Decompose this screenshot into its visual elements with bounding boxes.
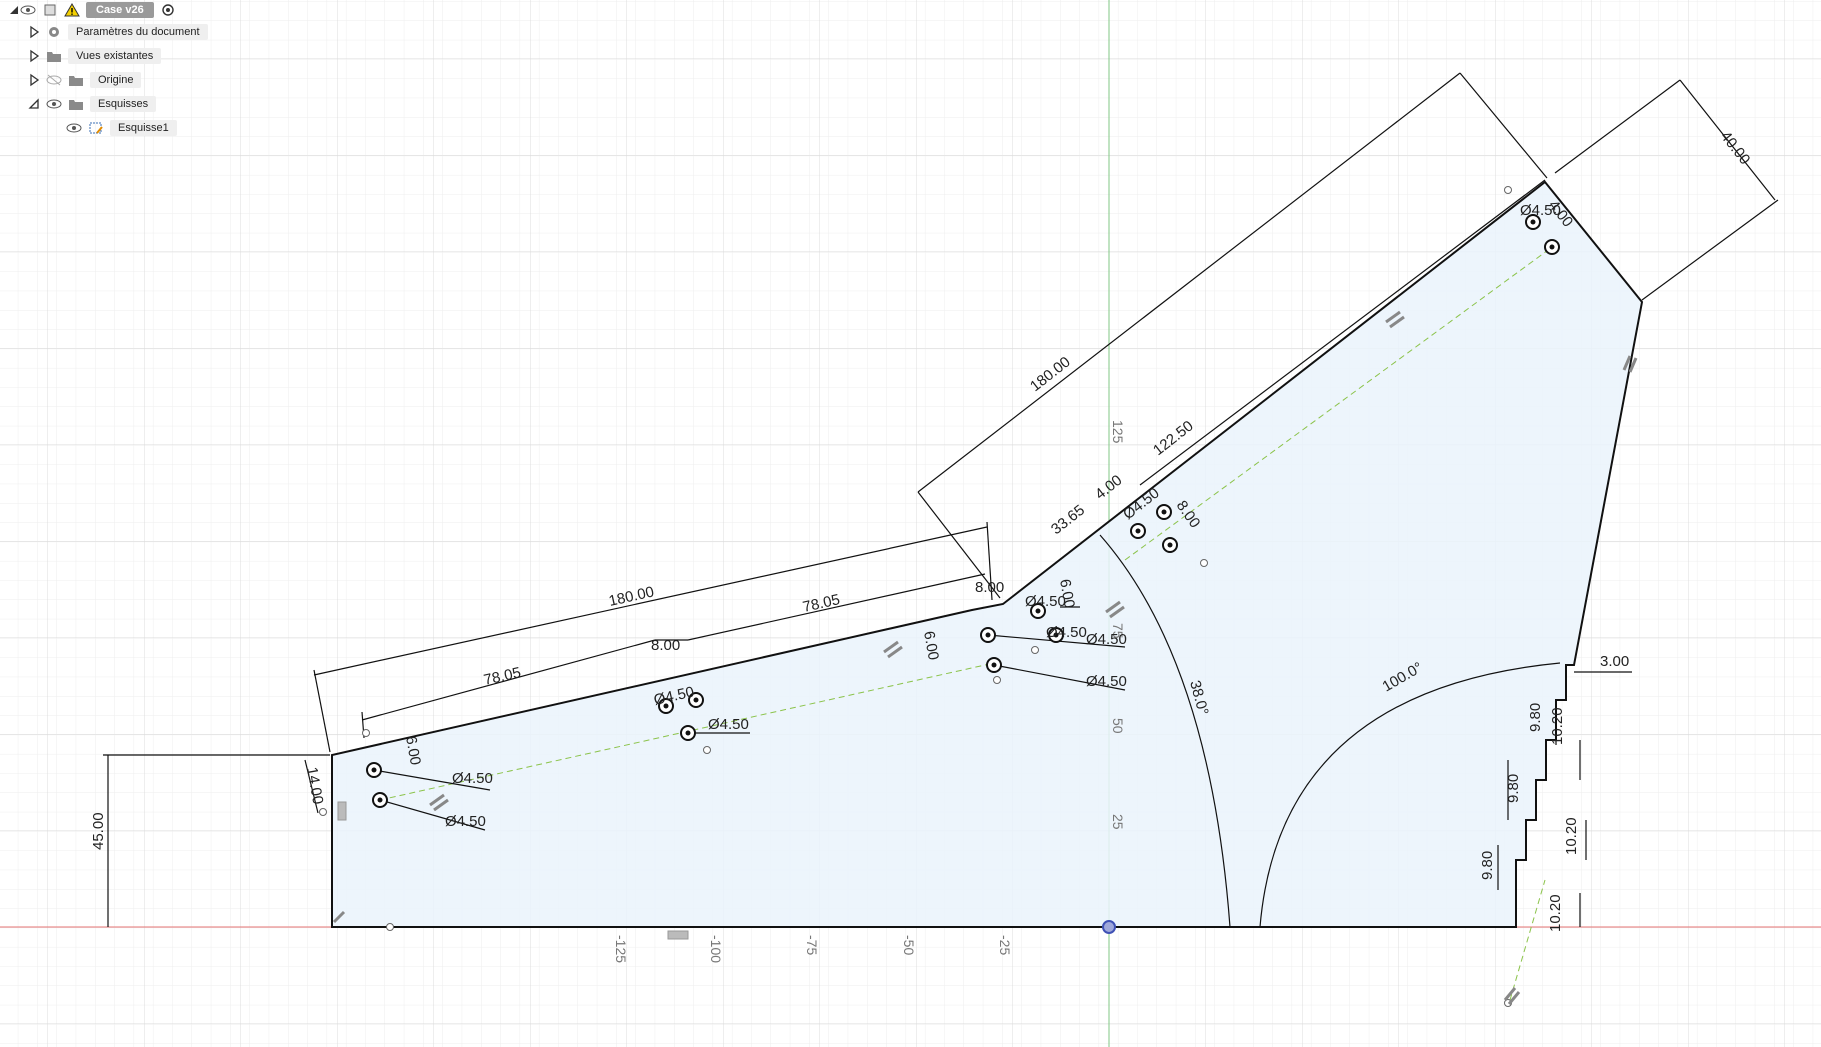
diameter-label[interactable]: Ø4.50 [1520,202,1561,219]
expand-triangle-icon[interactable] [28,49,40,63]
eye-icon[interactable] [66,121,82,135]
eye-icon[interactable] [46,97,62,111]
dimension-9-8-a[interactable]: 9.80 [1527,703,1544,732]
browser-item-named-views[interactable]: Vues existantes [28,46,162,66]
diameter-label[interactable]: Ø4.50 [1025,593,1066,610]
y-tick-label: 125 [1110,420,1126,444]
dimension-45[interactable]: 45.00 [90,812,107,850]
browser-item-label: Esquisse1 [110,120,177,136]
x-tick-label: -25 [997,935,1013,955]
hole-centers [371,219,1555,803]
folder-icon [69,100,83,110]
browser-root-row[interactable]: Case v26 [8,0,182,20]
x-tick-label: -75 [804,935,820,955]
gear-icon [49,27,59,37]
y-tick-label: 75 [1110,623,1126,639]
x-tick-label: -100 [708,935,724,963]
diameter-label[interactable]: Ø4.50 [445,813,486,830]
document-title[interactable]: Case v26 [86,2,154,18]
diameter-label[interactable]: Ø4.50 [1086,631,1127,648]
dimension-10-2-b[interactable]: 10.20 [1563,817,1580,855]
diameter-label[interactable]: Ø4.50 [708,716,749,733]
y-tick-label: 25 [1110,814,1126,830]
component-icon [44,4,56,16]
folder-icon [47,52,61,62]
dimension-6-right[interactable]: 6.00 [1056,578,1078,610]
collapse-triangle-icon[interactable] [8,3,20,17]
coincident-glyphs [337,801,689,940]
browser-item-sketches[interactable]: Esquisses [28,94,157,114]
dimension-9-8-c[interactable]: 9.80 [1479,851,1496,880]
constraint-glyphs [332,310,1638,1005]
diameter-label[interactable]: Ø4.50 [1086,673,1127,690]
sketch-icon [89,122,103,134]
folder-icon [69,76,83,86]
eye-icon[interactable] [20,3,36,17]
dimension-3[interactable]: 3.00 [1600,653,1629,670]
browser-item-label: Esquisses [90,96,157,112]
expand-triangle-icon[interactable] [28,73,40,87]
browser-item-sketch1[interactable]: Esquisse1 [66,118,177,138]
browser-item-label: Paramètres du document [68,24,208,40]
dimension-10-2-a[interactable]: 10.20 [1549,707,1566,745]
eye-hidden-icon[interactable] [46,73,62,87]
activate-radio-icon[interactable] [160,3,176,17]
expand-triangle-icon[interactable] [28,25,40,39]
dimension-8-left[interactable]: 8.00 [651,637,680,654]
origin-point[interactable] [1102,920,1116,934]
browser-item-label: Vues existantes [68,48,162,64]
y-tick-label: 50 [1110,718,1126,734]
x-tick-label: -125 [613,935,629,963]
dimension-14[interactable]: 14.00 [303,766,326,806]
dimension-6-mid[interactable]: 6.00 [920,630,942,662]
browser-item-origin[interactable]: Origine [28,70,142,90]
dimension-8-mid[interactable]: 8.00 [975,579,1004,596]
diameter-label[interactable]: Ø4.50 [1046,624,1087,641]
collapse-triangle-icon[interactable] [28,97,40,111]
dimension-10-2-c[interactable]: 10.20 [1547,894,1564,932]
dimension-9-8-b[interactable]: 9.80 [1505,774,1522,803]
browser-item-parameters[interactable]: Paramètres du document [28,22,208,42]
dimension-6-left[interactable]: 6.00 [402,735,424,767]
warning-icon [64,3,80,17]
diameter-label[interactable]: Ø4.50 [452,770,493,787]
browser-item-label: Origine [90,72,142,88]
x-tick-label: -50 [901,935,917,955]
